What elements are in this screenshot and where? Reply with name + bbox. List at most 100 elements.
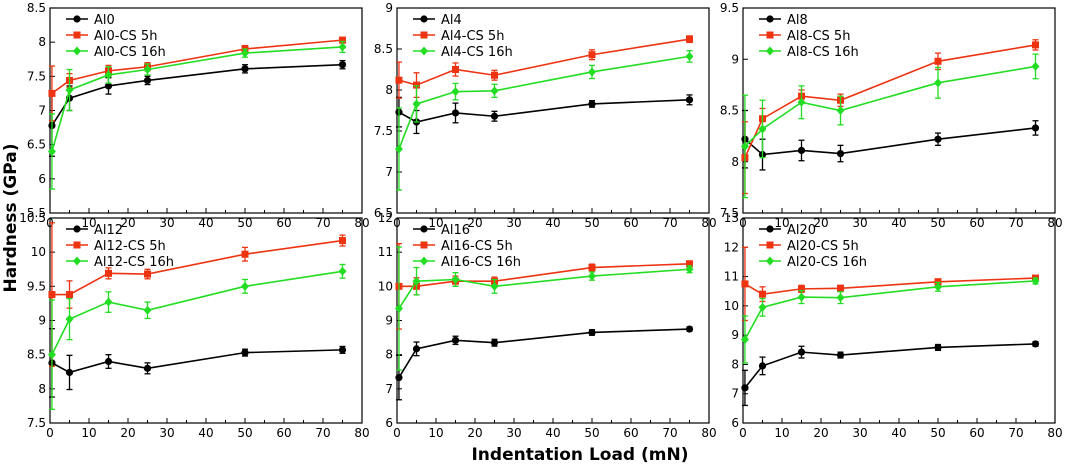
y-tick-label: 7.5 (27, 416, 46, 430)
data-point (836, 293, 845, 303)
data-point (686, 35, 693, 43)
data-point (104, 70, 113, 80)
data-point (588, 67, 596, 77)
data-point (66, 291, 73, 299)
series-line (51, 270, 343, 356)
data-point (758, 362, 767, 370)
x-tick-label: 30 (506, 216, 521, 230)
x-tick-label: 20 (813, 426, 828, 440)
y-tick-label: 10.5 (19, 211, 46, 225)
y-tick-label: 8.5 (27, 348, 46, 362)
panel-4: 0 10 20 30 40 50 60 70 807.588.599.51010.5Al12Al… (19, 211, 369, 440)
x-tick-label: 0 (739, 426, 747, 440)
x-tick-label: 60 (623, 426, 638, 440)
series-al20: Al20 (741, 223, 1040, 407)
legend-marker (420, 46, 428, 56)
series-al12-cs-16h: Al12-CS 16h (47, 255, 347, 410)
data-point (451, 87, 460, 97)
y-tick-label: 12 (724, 240, 739, 254)
y-tick-label: 7 (38, 104, 46, 118)
data-point (1031, 61, 1040, 71)
legend-marker (420, 225, 428, 233)
y-tick-label: 9 (38, 314, 46, 328)
x-tick-label: 10 (774, 426, 789, 440)
x-tick-label: 60 (276, 216, 291, 230)
y-tick-label: 9 (385, 314, 393, 328)
y-tick-label: 6 (731, 416, 739, 430)
legend-label: Al4-CS 5h (441, 29, 504, 44)
legend-marker (73, 31, 81, 39)
data-point (395, 373, 403, 382)
legend-label: Al16 (441, 223, 470, 238)
data-point (241, 48, 249, 58)
x-tick-label: 40 (891, 216, 906, 230)
data-point (338, 346, 347, 354)
y-axis-title: Hardness (GPa) (1, 143, 21, 292)
data-point (685, 51, 694, 61)
data-point (1031, 276, 1040, 286)
data-point (490, 86, 499, 96)
x-tick-label: 70 (315, 426, 330, 440)
x-tick-label: 20 (120, 216, 135, 230)
data-point (758, 124, 767, 134)
data-point (47, 147, 56, 156)
x-tick-label: 70 (315, 216, 330, 230)
x-tick-label: 30 (506, 426, 521, 440)
y-tick-label: 12 (378, 211, 393, 225)
y-tick-label: 6.5 (374, 206, 393, 220)
x-tick-label: 30 (852, 216, 867, 230)
data-point (104, 82, 113, 90)
legend-marker (766, 31, 774, 39)
data-point (451, 109, 460, 117)
series-line (744, 44, 1036, 158)
series-line (398, 99, 690, 123)
series-al16-cs-16h: Al16-CS 16h (394, 246, 694, 371)
x-tick-label: 60 (969, 426, 984, 440)
x-tick-label: 20 (467, 426, 482, 440)
data-point (339, 237, 346, 245)
x-tick-label: 20 (120, 426, 135, 440)
data-point (65, 85, 74, 95)
y-tick-label: 6.5 (27, 138, 46, 152)
legend-label: Al4 (441, 13, 462, 28)
series-al4-cs-5h: Al4-CS 5h (395, 29, 693, 99)
y-tick-label: 7.5 (720, 206, 739, 220)
panels: 0 10 20 30 40 50 60 70 805.566.577.588.5Al0Al0-C… (19, 1, 1062, 440)
data-point (741, 280, 749, 288)
x-tick-label: 40 (198, 216, 213, 230)
x-tick-label: 40 (198, 426, 213, 440)
data-point (934, 135, 942, 143)
legend-label: Al4-CS 16h (441, 45, 513, 60)
series-al0-cs-16h: Al0-CS 16h (47, 40, 347, 190)
x-tick-label: 10 (81, 216, 96, 230)
series-line (744, 65, 1036, 147)
data-point (451, 336, 460, 344)
x-tick-label: 80 (354, 426, 369, 440)
y-tick-label: 8 (731, 155, 739, 169)
y-tick-label: 8 (38, 382, 46, 396)
x-tick-label: 40 (545, 426, 560, 440)
data-point (490, 112, 499, 120)
x-tick-label: 50 (930, 426, 945, 440)
data-point (490, 339, 499, 347)
legend-label: Al0-CS 5h (94, 29, 157, 44)
y-tick-label: 6 (38, 172, 46, 186)
data-point (105, 269, 112, 277)
legend-label: Al20-CS 16h (787, 255, 867, 270)
data-point (143, 76, 152, 85)
data-point (48, 89, 56, 97)
series-line (744, 127, 1036, 156)
x-tick-label: 70 (662, 216, 677, 230)
data-point (588, 51, 596, 59)
x-tick-label: 0 (393, 426, 401, 440)
series-line (398, 55, 690, 150)
legend-label: Al12-CS 16h (94, 255, 174, 270)
data-point (685, 325, 694, 333)
legend-marker (420, 31, 428, 39)
y-tick-label: 7 (731, 387, 739, 401)
data-point (837, 284, 844, 292)
y-tick-label: 7.5 (27, 69, 46, 83)
x-tick-label: 70 (1008, 426, 1023, 440)
series-line (398, 328, 690, 378)
